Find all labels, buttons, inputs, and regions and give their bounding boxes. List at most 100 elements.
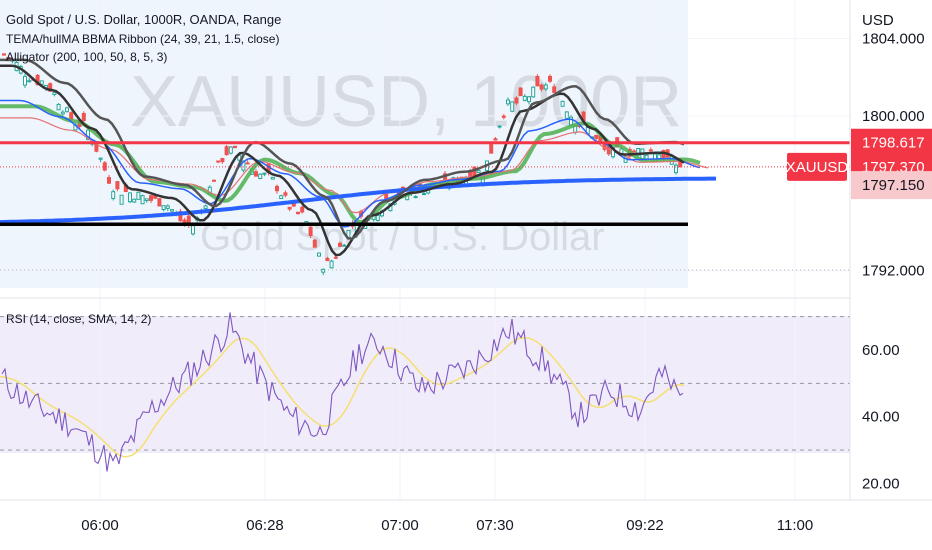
candle-body bbox=[518, 87, 523, 97]
candle-body bbox=[329, 260, 334, 269]
candle-body bbox=[279, 195, 284, 200]
candle-body bbox=[375, 215, 380, 221]
candle-body bbox=[287, 206, 292, 210]
candle-body bbox=[291, 203, 296, 207]
ma-black-line-2[interactable] bbox=[0, 58, 685, 240]
candle-body bbox=[321, 268, 326, 273]
time-tick-label: 11:00 bbox=[777, 517, 813, 534]
candle-body bbox=[203, 205, 208, 209]
candle-body bbox=[648, 149, 653, 152]
candle-body bbox=[527, 96, 531, 103]
candle-body bbox=[69, 112, 74, 120]
candle-body bbox=[325, 257, 330, 262]
candle-body bbox=[594, 134, 599, 139]
candle-body bbox=[2, 53, 6, 56]
candle-body bbox=[254, 171, 258, 177]
candle-body bbox=[476, 170, 481, 174]
candle-body bbox=[115, 181, 120, 190]
candle-body bbox=[564, 111, 569, 119]
candle-body bbox=[65, 107, 69, 112]
candle-body bbox=[535, 75, 540, 87]
ribbon-legend[interactable]: TEMA/hullMA BBMA Ribbon (24, 39, 21, 1.5… bbox=[6, 32, 280, 46]
candle-body bbox=[224, 146, 229, 156]
candle-body bbox=[161, 205, 166, 210]
price-tick-label: 1804.000 bbox=[862, 31, 925, 48]
candle-body bbox=[144, 198, 149, 202]
candle-body bbox=[233, 145, 237, 149]
candle-body bbox=[510, 101, 515, 112]
candle-body bbox=[522, 95, 527, 101]
candle-body bbox=[81, 113, 86, 121]
rsi-tick-label: 60.00 bbox=[862, 342, 900, 359]
candle-body bbox=[132, 198, 137, 203]
candle-body bbox=[493, 138, 498, 141]
candle-body bbox=[111, 191, 116, 199]
candle-body bbox=[300, 206, 305, 213]
candle-body bbox=[60, 111, 65, 115]
price-tick-label: 1800.000 bbox=[862, 108, 925, 125]
candle-body bbox=[245, 162, 250, 165]
candle-body bbox=[569, 116, 573, 126]
candle-body bbox=[644, 154, 649, 160]
candle-body bbox=[308, 226, 313, 236]
candle-body bbox=[98, 157, 103, 160]
candle-body bbox=[489, 143, 494, 154]
symbol-tag-bg bbox=[787, 152, 847, 181]
candle-body bbox=[136, 191, 141, 200]
candle-body bbox=[275, 185, 279, 192]
price-tag-label: 1798.617 bbox=[862, 135, 925, 152]
time-tick-label: 07:30 bbox=[476, 517, 514, 534]
candle-body bbox=[548, 75, 552, 82]
candle-body bbox=[39, 80, 44, 85]
time-tick-label: 06:28 bbox=[246, 517, 284, 534]
candle-body bbox=[149, 195, 153, 201]
candle-body bbox=[543, 84, 548, 90]
candle-body bbox=[413, 196, 418, 199]
candle-body bbox=[157, 198, 162, 207]
main-legend[interactable]: Gold Spot / U.S. Dollar, 1000R, OANDA, R… bbox=[6, 12, 282, 27]
time-tick-label: 06:00 bbox=[81, 517, 119, 534]
candle-body bbox=[283, 192, 288, 196]
rsi-line[interactable] bbox=[1, 312, 684, 472]
candle-body bbox=[128, 192, 132, 203]
ma-green-line[interactable] bbox=[0, 104, 701, 225]
candle-body bbox=[338, 242, 342, 247]
rsi-legend[interactable]: RSI (14, close, SMA, 14, 2) bbox=[6, 312, 152, 326]
candle-body bbox=[258, 173, 263, 179]
candle-body bbox=[552, 86, 557, 93]
candle-body bbox=[23, 75, 27, 86]
candle-body bbox=[497, 125, 502, 128]
candle-body bbox=[422, 193, 426, 196]
price-panel[interactable] bbox=[0, 53, 850, 276]
candle-body bbox=[262, 172, 267, 175]
candle-body bbox=[506, 99, 510, 105]
candle-body bbox=[270, 176, 275, 180]
rsi-ma-line[interactable] bbox=[0, 336, 685, 458]
watermark-name: Gold Spot / U.S. Dollar bbox=[200, 215, 605, 259]
candle-body bbox=[342, 244, 347, 247]
grid bbox=[0, 0, 850, 500]
candle-body bbox=[170, 209, 174, 212]
alligator-legend[interactable]: Alligator (200, 100, 50, 8, 5, 3) bbox=[6, 50, 168, 64]
candle-body bbox=[560, 100, 565, 107]
candle-body bbox=[52, 92, 57, 95]
candle-body bbox=[228, 146, 233, 154]
candle-body bbox=[539, 84, 544, 90]
candle-body bbox=[514, 97, 519, 104]
candle-body bbox=[220, 158, 225, 163]
candle-body bbox=[56, 103, 61, 111]
candle-body bbox=[296, 211, 300, 215]
rsi-panel[interactable] bbox=[0, 312, 850, 472]
candle-body bbox=[333, 256, 338, 259]
candle-body bbox=[107, 177, 111, 184]
ma-black-line-1[interactable] bbox=[0, 64, 685, 257]
time-tick-label: 07:00 bbox=[381, 517, 419, 534]
time-tick-label: 09:22 bbox=[626, 517, 664, 534]
watermark-symbol: XAUUSD, 1000R bbox=[130, 62, 682, 142]
candle-body bbox=[216, 160, 221, 163]
candle-body bbox=[312, 239, 317, 248]
symbol-tag-label: XAUUSD bbox=[786, 159, 849, 176]
currency-label: USD bbox=[862, 12, 894, 29]
ma-blue-thick-line[interactable] bbox=[0, 176, 716, 225]
